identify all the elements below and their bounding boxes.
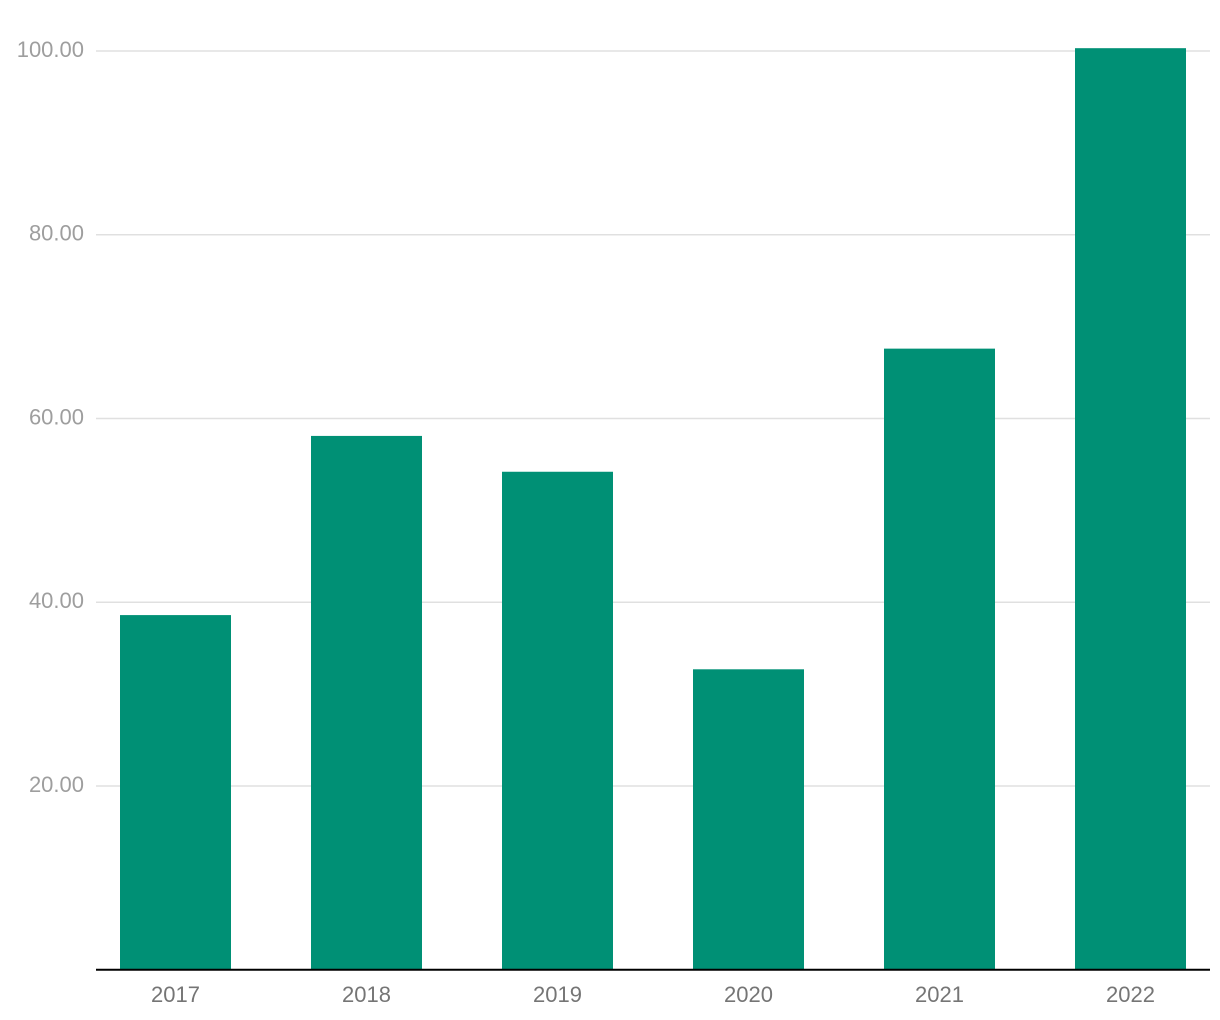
bar	[120, 615, 231, 970]
x-tick-label: 2018	[342, 982, 391, 1007]
bar	[1075, 48, 1186, 970]
y-tick-label: 80.00	[29, 221, 84, 246]
y-tick-label: 40.00	[29, 588, 84, 613]
y-tick-label: 20.00	[29, 772, 84, 797]
x-tick-label: 2021	[915, 982, 964, 1007]
bar	[311, 435, 422, 970]
x-tick-label: 2022	[1106, 982, 1155, 1007]
x-tick-label: 2020	[724, 982, 773, 1007]
y-tick-label: 60.00	[29, 404, 84, 429]
x-tick-label: 2017	[151, 982, 200, 1007]
x-tick-label: 2019	[533, 982, 582, 1007]
bar	[693, 669, 804, 970]
bar	[502, 471, 613, 970]
bar	[884, 348, 995, 970]
y-tick-label: 100.00	[17, 37, 84, 62]
